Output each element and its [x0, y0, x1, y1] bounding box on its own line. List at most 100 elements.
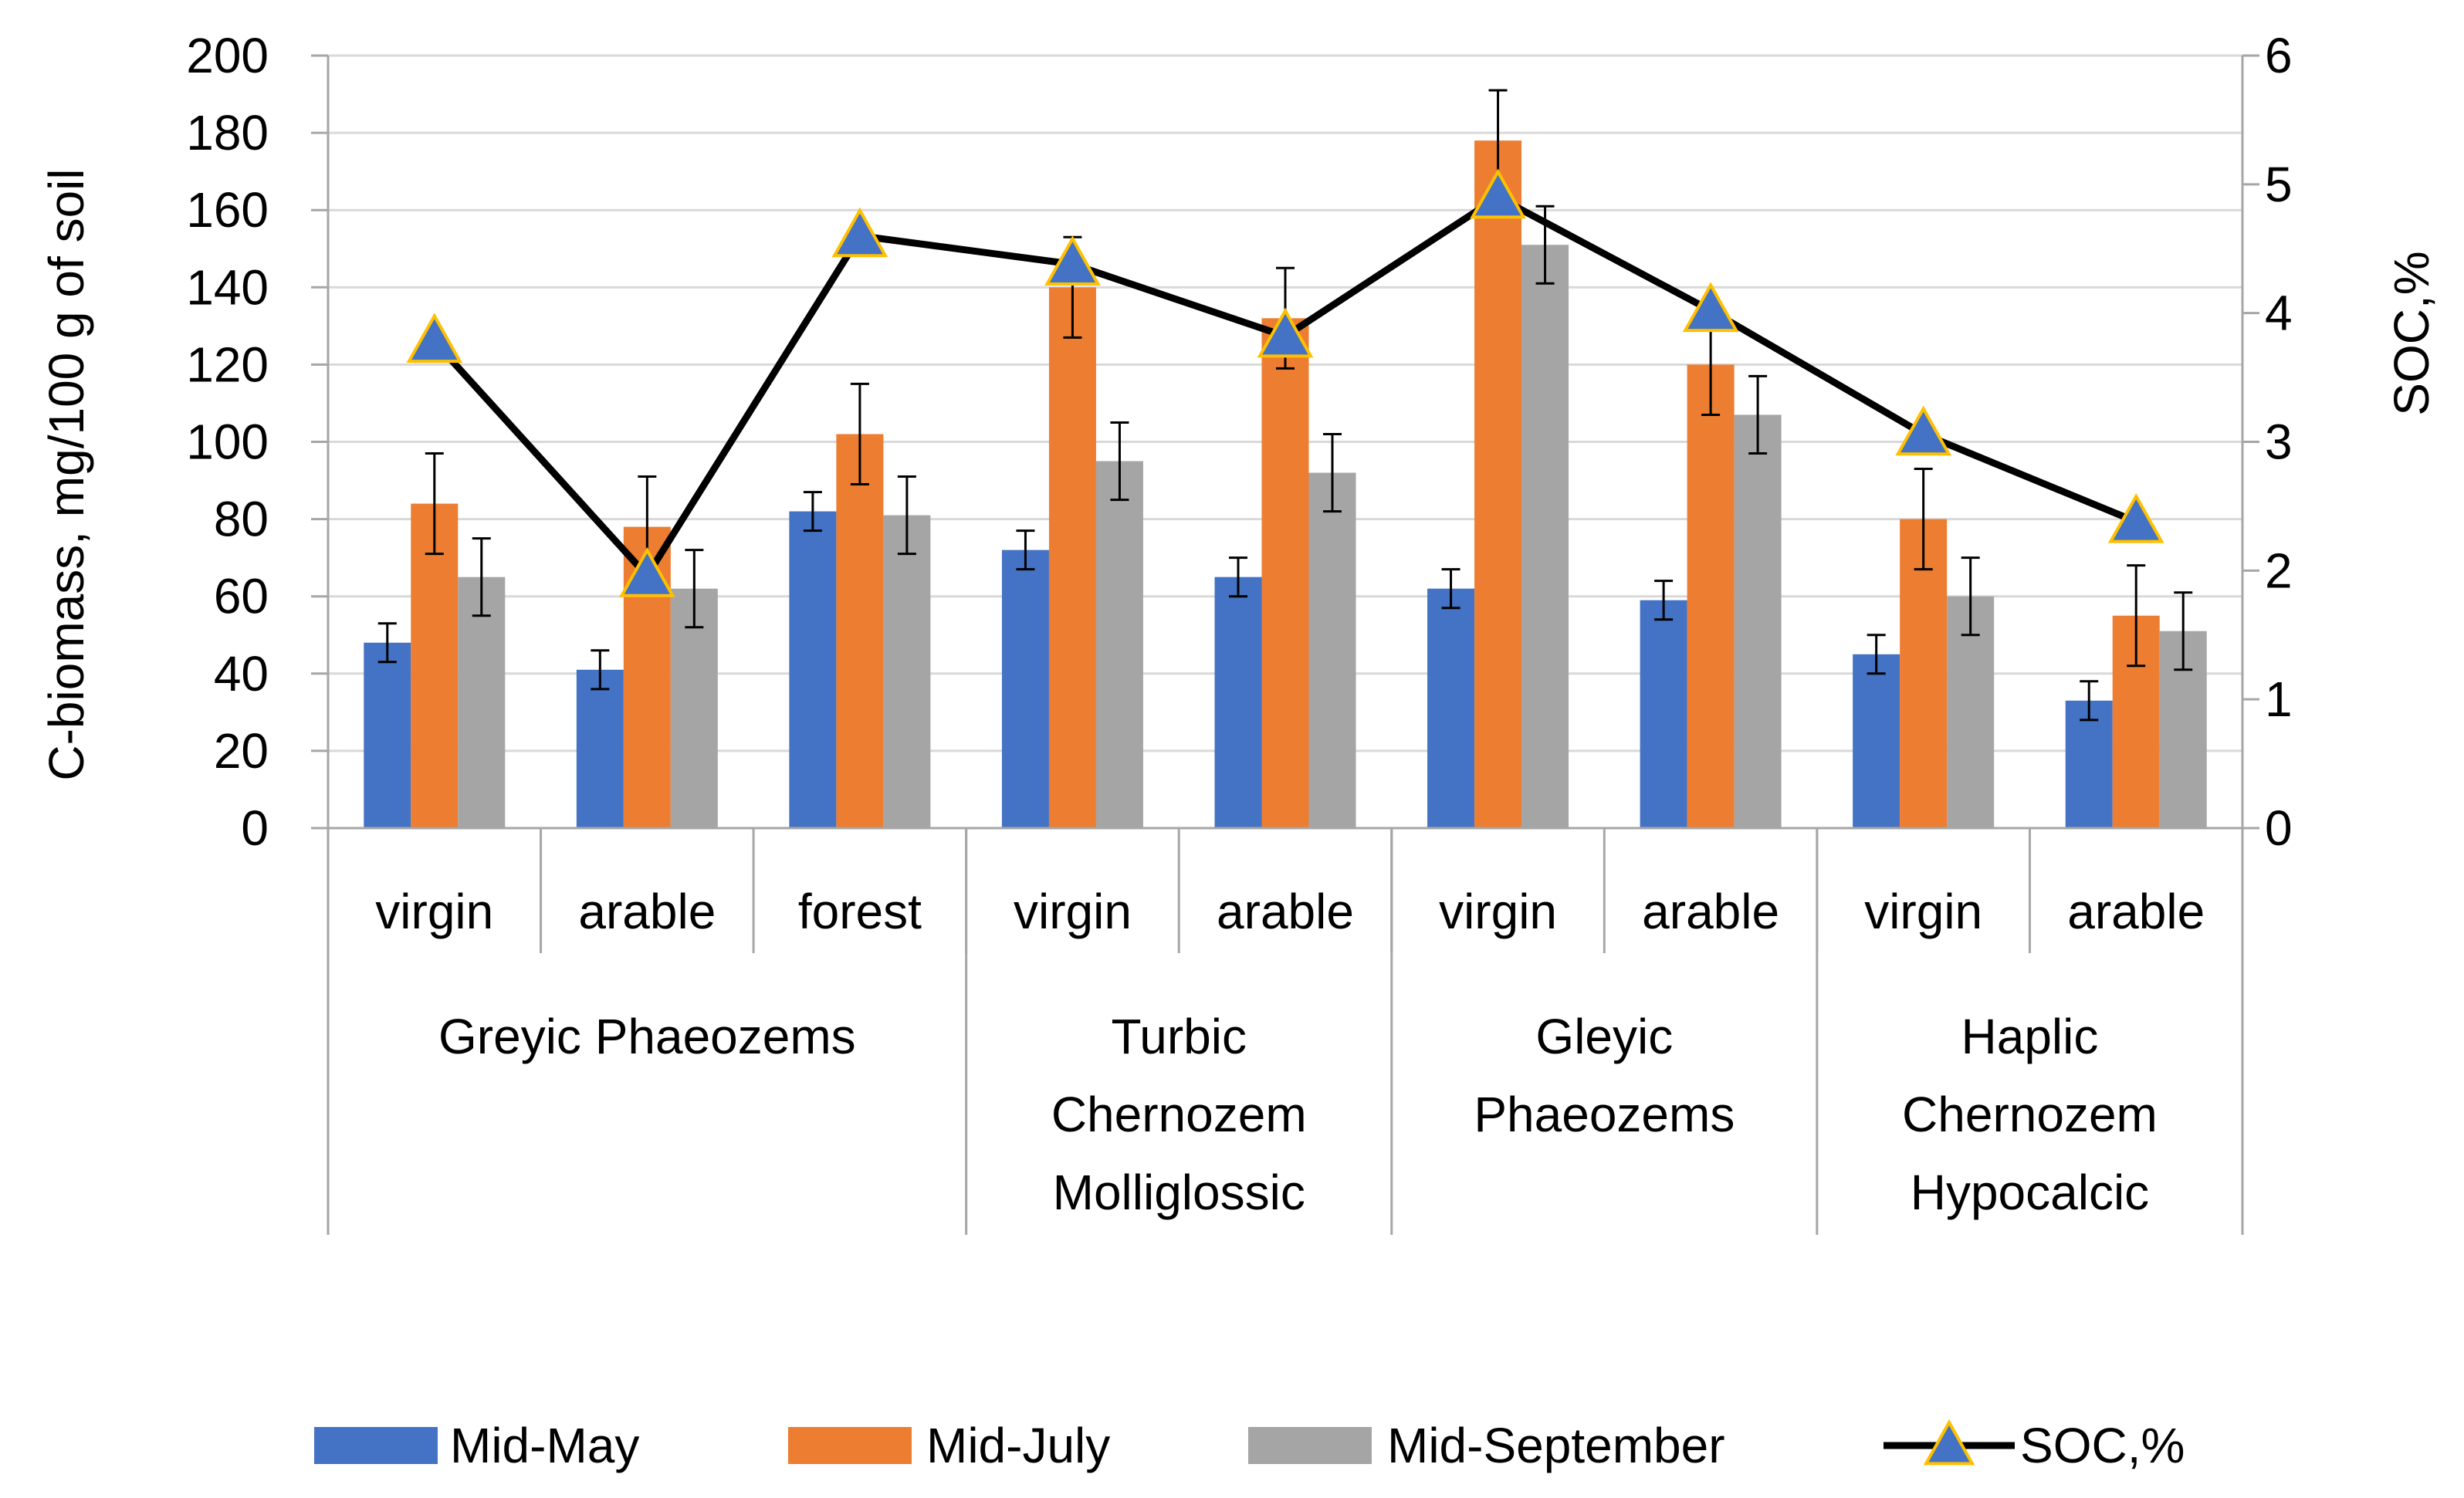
legend-swatch [1248, 1427, 1372, 1464]
group-label-3-line-0: Haplic [1961, 1009, 2099, 1064]
bar-mid-may-6 [1640, 600, 1687, 828]
y2-tick-0: 0 [2265, 800, 2293, 856]
group-label-1-line-0: Turbic [1112, 1009, 1247, 1064]
y-tick-9: 180 [186, 105, 269, 161]
soc-marker-7 [1895, 405, 1952, 456]
bar-mid-may-8 [2065, 700, 2113, 828]
bar-mid-may-7 [1853, 654, 1900, 828]
soc-marker-6 [1682, 282, 1739, 333]
group-label-3-line-2: Hypocalcic [1911, 1165, 2149, 1220]
error-bar-mid-september-1 [685, 549, 704, 629]
group-label-1-line-2: Molliglossic [1053, 1165, 1305, 1220]
soc-marker-4 [1257, 307, 1314, 358]
category-label-8: arable [2067, 884, 2205, 939]
category-labels: virgin arable forest virgin arable virgin arab… [375, 884, 2205, 1220]
error-bar-mid-may-7 [1867, 634, 1886, 675]
y-axis-title: C-biomass, mg/100 g of soil [39, 168, 94, 780]
bar-mid-may-1 [576, 669, 624, 828]
error-bar-mid-july-7 [1914, 468, 1933, 571]
bar-mid-september-2 [883, 515, 931, 828]
bar-mid-september-6 [1734, 414, 1782, 828]
group-label-2-line-1: Phaeozems [1474, 1087, 1735, 1142]
legend-swatch [788, 1427, 912, 1464]
error-bar-mid-may-0 [377, 622, 397, 664]
error-bar-mid-may-2 [803, 491, 822, 533]
bar-mid-july-2 [836, 434, 884, 828]
legend-label: SOC,% [2020, 1418, 2185, 1473]
legend: Mid-May Mid-July Mid-September SOC,% [314, 1418, 2185, 1473]
bar-mid-july-5 [1474, 140, 1522, 829]
group-label-1-line-1: Chernozem [1051, 1087, 1307, 1142]
axes [311, 54, 2259, 1235]
y2-tick-3: 3 [2265, 414, 2293, 470]
error-bar-mid-may-4 [1229, 556, 1247, 598]
bars [364, 140, 2207, 829]
y-tick-1: 20 [214, 723, 269, 779]
y-tick-4: 80 [214, 492, 269, 547]
bar-mid-july-4 [1261, 318, 1309, 829]
y-tick-2: 40 [214, 646, 269, 702]
category-label-5: virgin [1439, 884, 1557, 939]
error-bar-mid-september-7 [1961, 556, 1980, 637]
y-tick-3: 60 [214, 569, 269, 624]
bar-mid-july-3 [1048, 287, 1096, 828]
y2-tick-4: 4 [2265, 286, 2293, 341]
tick-labels: 0 20 40 60 80 100 120 140 160 180 200 0 1 2 3 4 5 6 [186, 28, 2292, 856]
category-label-6: arable [1642, 884, 1779, 939]
soc-line [406, 168, 2164, 597]
legend-marker [1923, 1419, 1975, 1466]
error-bar-mid-july-8 [2127, 564, 2146, 668]
error-bar-mid-september-4 [1323, 432, 1342, 513]
legend-item-3: SOC,% [1884, 1418, 2185, 1473]
legend-label: Mid-September [1387, 1418, 1725, 1473]
group-label-2-line-0: Gleyic [1535, 1009, 1673, 1064]
error-bar-mid-may-6 [1654, 580, 1674, 621]
y-tick-10: 200 [186, 28, 269, 83]
bar-mid-may-5 [1427, 588, 1475, 828]
soc-marker-8 [2107, 492, 2164, 543]
soc-marker-1 [618, 546, 675, 597]
error-bar-mid-july-0 [425, 452, 444, 556]
bar-mid-september-3 [1095, 461, 1143, 828]
error-bar-mid-may-8 [2080, 680, 2099, 722]
error-bar-mid-may-3 [1016, 529, 1035, 571]
soc-marker-3 [1044, 235, 1101, 286]
error-bar-mid-july-2 [850, 382, 869, 486]
bar-mid-july-7 [1900, 519, 1948, 828]
legend-item-0: Mid-May [314, 1418, 639, 1473]
y-tick-6: 120 [186, 336, 269, 392]
category-label-3: virgin [1014, 884, 1132, 939]
error-bar-mid-september-0 [472, 537, 491, 617]
legend-item-1: Mid-July [788, 1418, 1110, 1473]
category-label-1: arable [578, 884, 716, 939]
y2-tick-5: 5 [2265, 157, 2293, 212]
legend-item-2: Mid-September [1248, 1418, 1725, 1473]
category-label-4: arable [1217, 884, 1354, 939]
legend-label: Mid-May [450, 1418, 639, 1473]
category-label-2: forest [798, 884, 922, 939]
y2-tick-6: 6 [2265, 28, 2293, 83]
bar-mid-september-1 [670, 588, 718, 828]
bar-mid-september-0 [458, 577, 506, 828]
bar-mid-july-6 [1687, 364, 1735, 828]
bar-mid-may-4 [1214, 577, 1262, 828]
category-label-0: virgin [375, 884, 493, 939]
y-tick-0: 0 [241, 800, 269, 856]
error-bar-mid-september-3 [1110, 421, 1129, 502]
y-tick-7: 140 [186, 259, 269, 315]
bar-mid-july-0 [411, 503, 459, 828]
y2-tick-1: 1 [2265, 671, 2293, 727]
bar-mid-may-0 [364, 642, 411, 828]
legend-label: Mid-July [926, 1418, 1110, 1473]
error-bar-mid-may-5 [1441, 568, 1460, 610]
soc-marker-2 [831, 207, 888, 258]
y2-axis-title: SOC,% [2384, 251, 2439, 415]
bar-mid-may-3 [1001, 549, 1049, 828]
y-tick-8: 160 [186, 182, 269, 238]
category-label-7: virgin [1864, 884, 1982, 939]
soc-marker-0 [406, 313, 463, 364]
y2-tick-2: 2 [2265, 543, 2293, 598]
legend-swatch [314, 1427, 438, 1464]
error-bar-mid-may-1 [591, 649, 610, 691]
